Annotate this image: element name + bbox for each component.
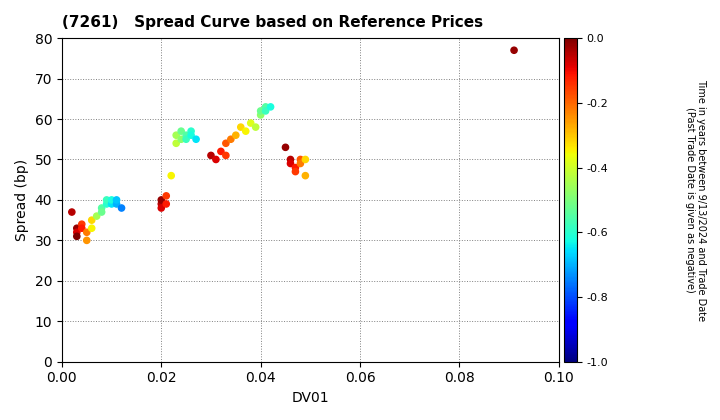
Point bbox=[116, 205, 127, 211]
Point bbox=[156, 201, 167, 207]
Text: (7261)   Spread Curve based on Reference Prices: (7261) Spread Curve based on Reference P… bbox=[62, 15, 483, 30]
Point bbox=[111, 197, 122, 203]
Point bbox=[171, 132, 182, 139]
Point bbox=[106, 197, 117, 203]
Point bbox=[230, 132, 242, 139]
Point bbox=[86, 225, 97, 231]
Point bbox=[161, 201, 172, 207]
Point bbox=[225, 136, 237, 143]
Point bbox=[300, 172, 311, 179]
Point bbox=[81, 229, 92, 236]
Point bbox=[220, 140, 232, 147]
Point bbox=[284, 160, 296, 167]
Point bbox=[101, 201, 112, 207]
Point bbox=[156, 205, 167, 211]
Point bbox=[76, 225, 88, 231]
Point bbox=[161, 192, 172, 199]
Point bbox=[111, 201, 122, 207]
Point bbox=[101, 197, 112, 203]
Point bbox=[86, 217, 97, 223]
Point bbox=[96, 205, 107, 211]
Point bbox=[260, 108, 271, 114]
Point bbox=[185, 128, 197, 134]
Point bbox=[280, 144, 292, 151]
Point bbox=[91, 213, 102, 220]
Point bbox=[250, 124, 261, 131]
Point bbox=[71, 233, 83, 240]
Point bbox=[255, 108, 266, 114]
Point bbox=[210, 156, 222, 163]
Point bbox=[289, 164, 301, 171]
Y-axis label: Spread (bp): Spread (bp) bbox=[15, 159, 29, 241]
Point bbox=[171, 140, 182, 147]
Point bbox=[240, 128, 251, 134]
Point bbox=[265, 103, 276, 110]
Point bbox=[294, 156, 306, 163]
Point bbox=[185, 132, 197, 139]
Point bbox=[71, 229, 83, 236]
Point bbox=[181, 136, 192, 143]
Point bbox=[255, 112, 266, 118]
Point bbox=[66, 209, 78, 215]
Point bbox=[96, 209, 107, 215]
Point bbox=[106, 201, 117, 207]
Point bbox=[156, 197, 167, 203]
Point bbox=[289, 168, 301, 175]
Point bbox=[176, 136, 187, 143]
Point bbox=[76, 221, 88, 228]
Point bbox=[176, 128, 187, 134]
Point bbox=[166, 172, 177, 179]
Point bbox=[71, 225, 83, 231]
Y-axis label: Time in years between 9/13/2024 and Trade Date
(Past Trade Date is given as nega: Time in years between 9/13/2024 and Trad… bbox=[685, 79, 706, 321]
Point bbox=[245, 120, 256, 126]
X-axis label: DV01: DV01 bbox=[292, 391, 329, 405]
Point bbox=[260, 103, 271, 110]
Point bbox=[215, 148, 227, 155]
Point bbox=[220, 152, 232, 159]
Point bbox=[300, 156, 311, 163]
Point bbox=[181, 132, 192, 139]
Point bbox=[235, 124, 246, 131]
Point bbox=[284, 156, 296, 163]
Point bbox=[508, 47, 520, 54]
Point bbox=[294, 160, 306, 167]
Point bbox=[81, 237, 92, 244]
Point bbox=[190, 136, 202, 143]
Point bbox=[205, 152, 217, 159]
